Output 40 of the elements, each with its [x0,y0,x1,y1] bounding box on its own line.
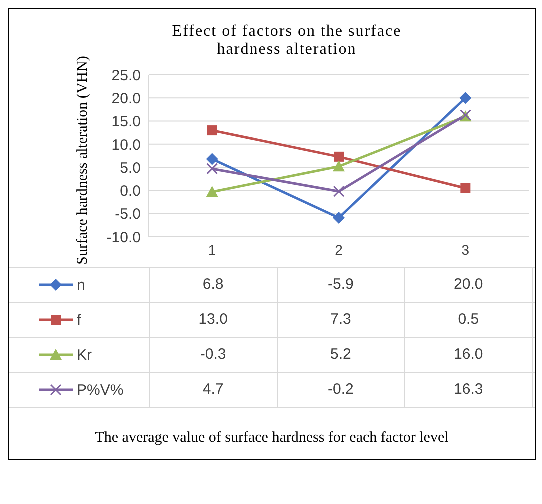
x-tick-label: 1 [208,242,216,258]
data-label: 5.2 [278,338,406,372]
x-tick-label: 2 [335,242,344,258]
legend-label: P%V% [77,382,124,398]
chart-title: Effect of factors on the surface hardness alteration [172,23,402,58]
data-label: 7.3 [278,303,406,337]
data-label: 20.0 [405,268,533,302]
point [460,92,472,104]
data-label: -5.9 [278,268,406,302]
point [206,153,218,166]
point [334,152,344,162]
point [206,163,218,175]
point [206,186,218,198]
data-label: -0.2 [278,373,406,407]
legend-label: n [77,276,86,294]
y-axis-title: Surface hardness alteration (VHN) [74,56,92,264]
data-label: 0.5 [405,303,533,337]
y-tick-label: 15.0 [112,114,141,131]
point [333,186,345,198]
point [460,183,471,194]
point [333,160,345,172]
data-label: 6.8 [150,268,278,302]
data-label: 13.0 [150,303,278,337]
data-label: 4.7 [150,373,278,407]
data-label: 16.3 [405,373,533,407]
data-label: -0.3 [150,338,278,372]
point [333,212,345,224]
legend-label: f [77,312,82,328]
text: The average value of surface hardness for each factor level [94,429,450,448]
y-tick-label: -10.0 [106,229,141,246]
data-label: 16.0 [405,338,533,372]
point [207,126,218,136]
y-tick-label: 20.0 [112,90,141,108]
y-tick-label: -5.0 [115,206,141,224]
legend-label: Kr [77,346,92,364]
y-tick-label: 5.0 [120,160,141,177]
y-tick-label: 10.0 [112,136,141,154]
y-tick-label: 0.0 [120,183,141,200]
y-tick-label: 25.0 [112,67,141,84]
x-tick-label: 3 [462,242,470,258]
